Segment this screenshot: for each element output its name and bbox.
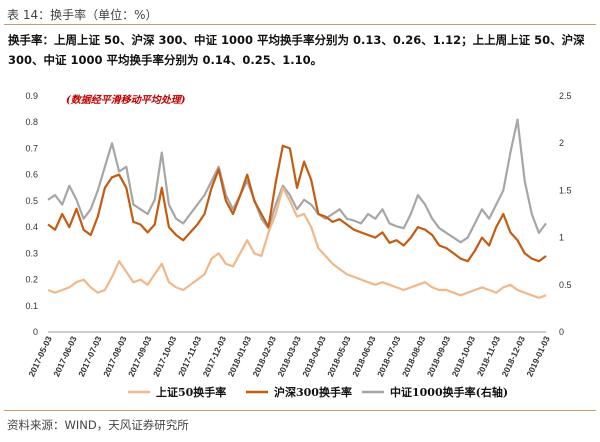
x-axis-tick: 2017-07-03: [76, 334, 104, 378]
x-axis-tick: 2018-08-03: [400, 334, 428, 378]
x-axis-tick: 2018-09-03: [425, 334, 453, 378]
left-axis-tick: 0.1: [25, 301, 38, 311]
x-axis-tick: 2017-12-03: [201, 334, 229, 378]
smoothing-note: (数据经平滑移动平均处理): [66, 94, 186, 106]
x-axis-tick: 2017-10-03: [151, 334, 179, 378]
x-axis-tick: 2017-11-03: [176, 334, 203, 377]
left-axis-tick: 0.6: [25, 170, 38, 180]
legend-label: 中证1000换手率(右轴): [390, 385, 508, 399]
x-axis-tick: 2018-02-03: [250, 334, 278, 378]
x-axis-tick: 2018-07-03: [375, 334, 403, 378]
right-axis-tick: 1: [559, 233, 564, 243]
x-axis-tick: 2019-01-03: [524, 334, 552, 378]
x-axis-tick: 2017-09-03: [126, 334, 154, 378]
legend-label: 上证50换手率: [156, 385, 226, 399]
x-axis-tick: 2018-06-03: [350, 334, 378, 378]
series-line-0: [47, 186, 547, 299]
left-axis-tick: 0.5: [25, 196, 38, 206]
right-axis-tick: 0: [559, 327, 564, 337]
x-axis-tick: 2018-11-03: [475, 334, 502, 377]
left-axis-tick: 0.7: [25, 143, 38, 153]
x-axis-tick: 2018-10-03: [450, 334, 478, 378]
caption-divider: [4, 24, 596, 25]
x-axis-tick: 2017-06-03: [51, 334, 79, 378]
right-axis-tick: 1.5: [559, 185, 572, 195]
series-line-2: [47, 118, 547, 244]
x-axis-tick: 2018-03-03: [275, 334, 303, 378]
footer-divider: [4, 410, 596, 411]
right-axis-tick: 2.5: [559, 91, 572, 101]
left-axis-tick: 0.2: [25, 275, 38, 285]
left-axis-tick: 0.8: [25, 117, 38, 127]
right-axis-tick: 0.5: [559, 280, 572, 290]
x-axis-tick: 2017-08-03: [101, 334, 129, 378]
left-axis-tick: 0.4: [25, 222, 38, 232]
right-axis-tick: 2: [559, 138, 564, 148]
x-axis-tick: 2018-12-03: [499, 334, 527, 378]
table-caption: 表 14：换手率（单位：%）: [7, 8, 158, 22]
legend-label: 沪深300换手率: [274, 385, 352, 399]
x-axis-tick: 2018-01-03: [226, 334, 254, 378]
left-axis-tick: 0.3: [25, 248, 38, 258]
series-line-1: [47, 144, 547, 263]
x-axis-tick: 2018-05-03: [325, 334, 353, 378]
left-axis-tick: 0: [33, 327, 38, 337]
summary-text: 换手率：上周上证 50、沪深 300、中证 1000 平均换手率分别为 0.13…: [8, 33, 585, 67]
source-note: 资料来源：WIND，天风证券研究所: [7, 418, 189, 432]
x-axis-tick: 2018-04-03: [300, 334, 328, 378]
left-axis-tick: 0.9: [25, 91, 38, 101]
x-axis-tick: 2017-05-03: [26, 334, 54, 378]
